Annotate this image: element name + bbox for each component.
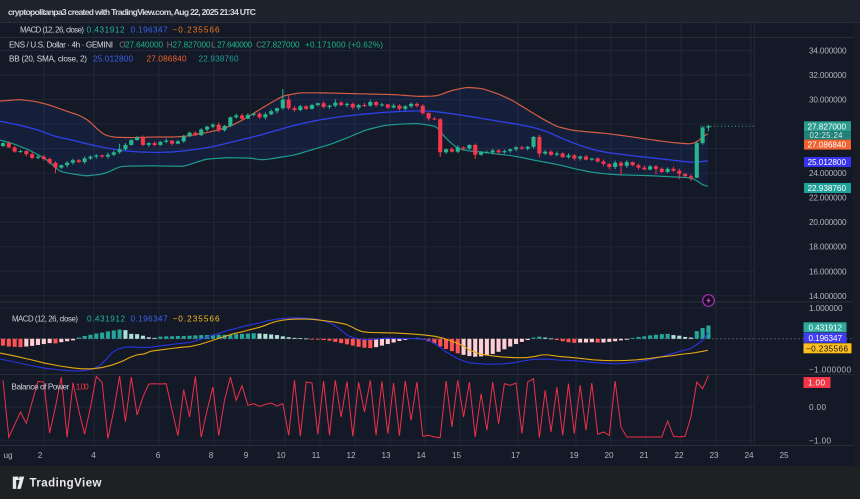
svg-text:1.000000: 1.000000 bbox=[809, 304, 843, 313]
svg-text:13: 13 bbox=[381, 451, 391, 460]
svg-text:23: 23 bbox=[709, 451, 719, 460]
svg-text:−1.000000: −1.000000 bbox=[809, 366, 851, 375]
svg-text:14.000000: 14.000000 bbox=[809, 292, 847, 301]
svg-text:BB (20, SMA, close, 2)25.01280: BB (20, SMA, close, 2) 25.012800 27.086840… bbox=[9, 54, 239, 63]
svg-text:12: 12 bbox=[346, 451, 356, 460]
svg-text:10: 10 bbox=[276, 451, 286, 460]
svg-text:−0.235566: −0.235566 bbox=[806, 344, 848, 353]
svg-text:25: 25 bbox=[779, 451, 789, 460]
svg-text:21: 21 bbox=[639, 451, 649, 460]
svg-text:0.00: 0.00 bbox=[809, 403, 826, 412]
svg-text:8: 8 bbox=[209, 451, 214, 460]
svg-text:17: 17 bbox=[511, 451, 521, 460]
svg-text:27.827000: 27.827000 bbox=[808, 122, 847, 131]
svg-text:cryptopolitanpa3 created with: cryptopolitanpa3 created with TradingVie… bbox=[8, 7, 256, 17]
svg-text:19: 19 bbox=[569, 451, 579, 460]
svg-text:2: 2 bbox=[38, 451, 43, 460]
svg-text:14: 14 bbox=[416, 451, 426, 460]
svg-text:24.000000: 24.000000 bbox=[809, 169, 847, 178]
svg-text:ug: ug bbox=[3, 451, 13, 460]
svg-text:16.000000: 16.000000 bbox=[809, 267, 847, 276]
svg-text:20: 20 bbox=[604, 451, 614, 460]
svg-text:11: 11 bbox=[312, 451, 321, 460]
svg-text:22: 22 bbox=[674, 451, 684, 460]
svg-text:02:25:24: 02:25:24 bbox=[810, 131, 844, 140]
svg-text:9: 9 bbox=[244, 451, 249, 460]
svg-text:6: 6 bbox=[156, 451, 161, 460]
svg-text:20.000000: 20.000000 bbox=[809, 218, 847, 227]
svg-text:32.000000: 32.000000 bbox=[809, 71, 847, 80]
svg-text:30.000000: 30.000000 bbox=[809, 96, 847, 105]
svg-text:0.196347: 0.196347 bbox=[809, 334, 843, 343]
svg-text:22.000000: 22.000000 bbox=[809, 194, 847, 203]
svg-text:18.000000: 18.000000 bbox=[809, 243, 847, 252]
svg-text:ENS / U.S. Dollar · 4h · GEMIN: ENS / U.S. Dollar · 4h · GEMINI O27.64000… bbox=[9, 40, 383, 49]
svg-text:TradingView: TradingView bbox=[30, 478, 102, 490]
svg-text:25.012800: 25.012800 bbox=[808, 158, 847, 167]
svg-text:−1.00: −1.00 bbox=[809, 436, 831, 445]
svg-text:4: 4 bbox=[91, 451, 96, 460]
svg-text:22.938760: 22.938760 bbox=[808, 184, 847, 193]
svg-text:27.086840: 27.086840 bbox=[808, 141, 847, 150]
svg-text:1.00: 1.00 bbox=[808, 379, 825, 388]
svg-text:34.000000: 34.000000 bbox=[809, 47, 847, 56]
svg-text:24: 24 bbox=[744, 451, 754, 460]
svg-text:15: 15 bbox=[452, 451, 462, 460]
svg-text:0.431912: 0.431912 bbox=[809, 323, 843, 332]
